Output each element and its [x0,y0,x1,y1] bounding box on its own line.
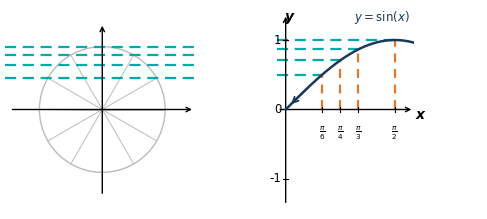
Text: $y = \sin(x)$: $y = \sin(x)$ [354,9,410,26]
Text: y: y [284,10,294,24]
Text: x: x [415,108,425,122]
Text: $\frac{\pi}{2}$: $\frac{\pi}{2}$ [392,125,398,142]
Text: 1: 1 [274,34,281,46]
Text: $\frac{\pi}{3}$: $\frac{\pi}{3}$ [355,125,362,142]
Text: $\frac{\pi}{4}$: $\frac{\pi}{4}$ [337,125,343,142]
Text: -1: -1 [270,173,281,185]
Text: 0: 0 [274,103,281,116]
Text: $\frac{\pi}{6}$: $\frac{\pi}{6}$ [318,125,325,142]
